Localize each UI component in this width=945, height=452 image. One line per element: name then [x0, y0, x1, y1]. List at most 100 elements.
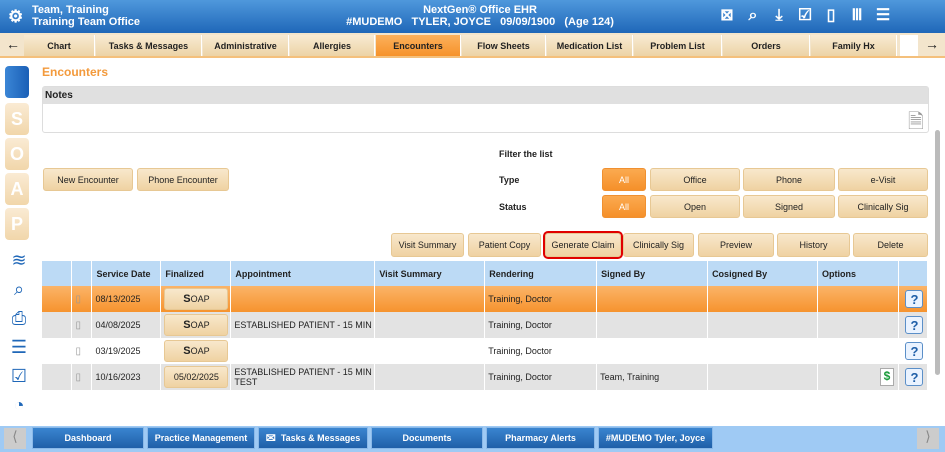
- help-icon[interactable]: ?: [905, 342, 924, 360]
- tab-medication-list[interactable]: Medication List: [547, 35, 633, 56]
- type-filter-e-visit[interactable]: e-Visit: [838, 168, 928, 191]
- visit-summary: [374, 338, 486, 364]
- finalized-cell: SOAP: [160, 286, 232, 312]
- row-selector[interactable]: [42, 312, 73, 338]
- finalized-button[interactable]: SOAP: [164, 288, 229, 310]
- scroll-left-button[interactable]: ⟨: [4, 428, 26, 449]
- page-title: Encounters: [42, 65, 109, 79]
- column-header: Visit Summary: [374, 261, 486, 286]
- calendar-icon[interactable]: ☑: [10, 366, 28, 386]
- bottom-tab-documents[interactable]: Documents: [371, 427, 483, 449]
- tab-encounters[interactable]: Encounters: [376, 35, 461, 56]
- arrow-right-icon[interactable]: →: [925, 36, 939, 52]
- download-icon[interactable]: ⤓: [775, 7, 783, 24]
- status-filter-signed[interactable]: Signed: [743, 195, 835, 218]
- help-icon[interactable]: ?: [905, 368, 924, 386]
- tab-allergies[interactable]: Allergies: [290, 35, 375, 56]
- column-header: Signed By: [596, 261, 709, 286]
- signed-by: [596, 338, 709, 364]
- search-icon[interactable]: ⌕: [13, 279, 25, 299]
- clipboard-icon[interactable]: ▯: [71, 286, 93, 312]
- rendering: Training, Doctor: [484, 312, 598, 338]
- help-cell: ?: [898, 286, 929, 312]
- bottom-tab-tasks-messages[interactable]: ✉ Tasks & Messages: [258, 427, 368, 449]
- bottom-tab-dashboard[interactable]: Dashboard: [32, 427, 144, 449]
- close-folder-icon[interactable]: ⊠: [720, 7, 734, 24]
- wireless-icon[interactable]: ≋: [11, 250, 27, 270]
- rail-p-button[interactable]: P: [5, 208, 29, 240]
- row-selector[interactable]: [42, 364, 73, 390]
- appointment: ESTABLISHED PATIENT - 15 MIN TEST: [230, 364, 376, 390]
- history-button[interactable]: History: [777, 233, 850, 257]
- status-filter-open[interactable]: Open: [650, 195, 740, 218]
- bottom-tab-pharmacy-alerts[interactable]: Pharmacy Alerts: [486, 427, 595, 449]
- tab-administrative[interactable]: Administrative: [203, 35, 289, 56]
- clipboard-icon[interactable]: ▯: [71, 364, 93, 390]
- lab-tubes-icon[interactable]: Ⅲ: [851, 7, 863, 24]
- finalized-button[interactable]: SOAP: [164, 340, 229, 362]
- search-doc-icon[interactable]: ⌕: [748, 7, 758, 24]
- table-row[interactable]: ▯ 04/08/2025 SOAP ESTABLISHED PATIENT - 15 …: [42, 312, 929, 338]
- notepad-icon[interactable]: ☰: [10, 337, 28, 357]
- help-icon[interactable]: ?: [905, 290, 924, 308]
- finalized-button[interactable]: 05/02/2025: [164, 366, 229, 388]
- rail-s-button[interactable]: S: [5, 103, 29, 135]
- tab-bar: ← Chart Tasks & Messages Administrative All…: [0, 33, 945, 58]
- type-filter-office[interactable]: Office: [650, 168, 740, 191]
- phone-encounter-button[interactable]: Phone Encounter: [137, 168, 229, 191]
- rail-o-button[interactable]: O: [5, 138, 29, 170]
- chart-panel-icon[interactable]: [5, 66, 29, 98]
- clinically-sig-button[interactable]: Clinically Sig: [623, 233, 694, 257]
- finalized-cell: SOAP: [160, 338, 232, 364]
- tab-orders[interactable]: Orders: [723, 35, 810, 56]
- tab-tasks-messages[interactable]: Tasks & Messages: [96, 35, 202, 56]
- user-name: Team, Training: [32, 4, 109, 16]
- row-selector[interactable]: [42, 338, 73, 364]
- scrollbar[interactable]: [935, 130, 940, 375]
- bottom-tab-mudemo-tyler-joyce[interactable]: #MUDEMO Tyler, Joyce: [598, 427, 713, 449]
- visit-summary-button[interactable]: Visit Summary: [391, 233, 464, 257]
- status-filter-clinically-sig[interactable]: Clinically Sig: [838, 195, 928, 218]
- type-filter-all[interactable]: All: [602, 168, 646, 191]
- rendering: Training, Doctor: [484, 338, 598, 364]
- generate-claim-button[interactable]: Generate Claim: [543, 231, 623, 259]
- column-header: Cosigned By: [707, 261, 818, 286]
- tab-problem-list[interactable]: Problem List: [634, 35, 722, 56]
- clipboard-icon[interactable]: ▯: [71, 312, 93, 338]
- finalized-button[interactable]: SOAP: [164, 314, 229, 336]
- tab-flow-sheets[interactable]: Flow Sheets: [462, 35, 546, 56]
- calendar-check-icon[interactable]: ☑: [797, 7, 813, 24]
- bottom-tab-practice-management[interactable]: Practice Management: [147, 427, 255, 449]
- rx-bottle-icon[interactable]: ▯: [826, 7, 836, 24]
- arrow-left-icon[interactable]: ←: [6, 36, 20, 52]
- help-icon[interactable]: ?: [905, 316, 924, 334]
- delete-button[interactable]: Delete: [853, 233, 928, 257]
- tab-chart[interactable]: Chart: [24, 35, 95, 56]
- column-header: Rendering: [484, 261, 598, 286]
- scroll-right-button[interactable]: ⟩: [917, 428, 939, 449]
- type-filter-phone[interactable]: Phone: [743, 168, 835, 191]
- appointment: [230, 338, 376, 364]
- menu-list-icon[interactable]: ☰: [875, 7, 891, 24]
- clipboard-icon[interactable]: ▯: [71, 338, 93, 364]
- claim-dollar-icon[interactable]: $: [879, 368, 894, 386]
- print-icon[interactable]: ⎙: [11, 308, 27, 328]
- rail-a-button[interactable]: A: [5, 173, 29, 205]
- table-row[interactable]: ▯ 08/13/2025 SOAP Training, Doctor?: [42, 286, 929, 312]
- tab-family-hx[interactable]: Family Hx: [811, 35, 897, 56]
- document-icon[interactable]: 🗎: [907, 111, 924, 133]
- notes-panel: Notes 🗎: [42, 86, 929, 133]
- gauge-icon[interactable]: ◔: [13, 395, 25, 415]
- table-row[interactable]: ▯ 03/19/2025 SOAP Training, Doctor?: [42, 338, 929, 364]
- service-date: 08/13/2025: [91, 286, 162, 312]
- gear-icon[interactable]: ⚙: [8, 7, 24, 26]
- bottom-tab-label: Practice Management: [154, 433, 248, 443]
- new-encounter-button[interactable]: New Encounter: [43, 168, 133, 191]
- preview-button[interactable]: Preview: [698, 233, 774, 257]
- mail-alert-icon: ✉: [265, 431, 276, 445]
- service-date: 04/08/2025: [91, 312, 162, 338]
- status-filter-all[interactable]: All: [602, 195, 646, 218]
- patient-copy-button[interactable]: Patient Copy: [468, 233, 541, 257]
- table-row[interactable]: ▯ 10/16/2023 05/02/2025 ESTABLISHED PATIENT…: [42, 364, 929, 390]
- row-selector[interactable]: [42, 286, 73, 312]
